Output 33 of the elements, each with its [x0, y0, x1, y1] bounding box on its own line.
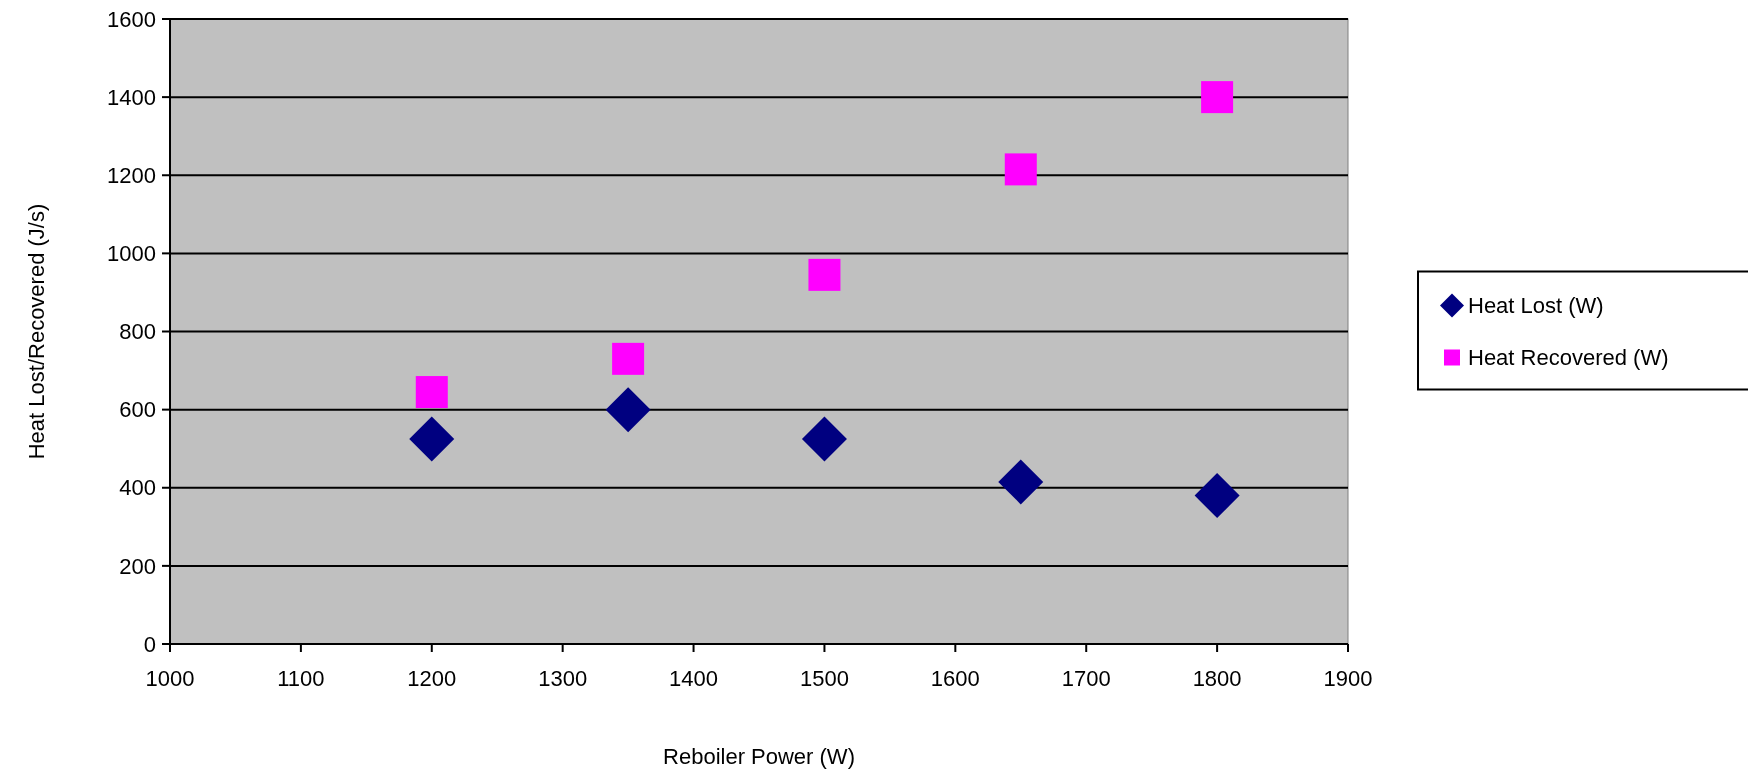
y-tick-label: 800 — [119, 319, 156, 345]
point — [612, 342, 645, 375]
x-tick-label: 1800 — [1192, 666, 1242, 691]
legend-label: Heat Recovered (W) — [1468, 345, 1669, 371]
point — [801, 416, 847, 462]
point — [998, 459, 1044, 505]
point — [409, 416, 455, 462]
y-tick-label: 1200 — [107, 162, 156, 188]
x-tick-label: 1900 — [1323, 666, 1373, 691]
y-tick-label: 200 — [119, 553, 156, 579]
x-tick-label: 1500 — [799, 666, 849, 691]
y-axis-title: Heat Lost/Recovered (J/s) — [24, 203, 49, 460]
y-tick-label: 1400 — [107, 84, 156, 110]
y-tick-label: 1600 — [107, 6, 156, 32]
y-tick-label: 400 — [119, 475, 156, 501]
x-tick-label: 1000 — [145, 666, 195, 691]
point — [1201, 81, 1234, 114]
point — [1004, 153, 1037, 186]
x-tick-label: 1200 — [407, 666, 457, 691]
x-tick-label: 1300 — [538, 666, 588, 691]
x-tick-label: 1100 — [277, 666, 325, 691]
y-tick-label: 0 — [143, 631, 156, 657]
y-tick-label: 1000 — [107, 241, 156, 267]
x-tick-label: 1400 — [669, 666, 719, 691]
point — [605, 387, 651, 433]
y-tick-label: 600 — [119, 397, 156, 423]
point — [1194, 473, 1240, 519]
point — [415, 376, 448, 409]
x-tick-label: 1700 — [1061, 666, 1111, 691]
legend-label: Heat Lost (W) — [1468, 293, 1604, 319]
x-tick-label: 1600 — [930, 666, 980, 691]
x-axis-title: Reboiler Power (W) — [663, 744, 855, 769]
point — [808, 258, 841, 291]
